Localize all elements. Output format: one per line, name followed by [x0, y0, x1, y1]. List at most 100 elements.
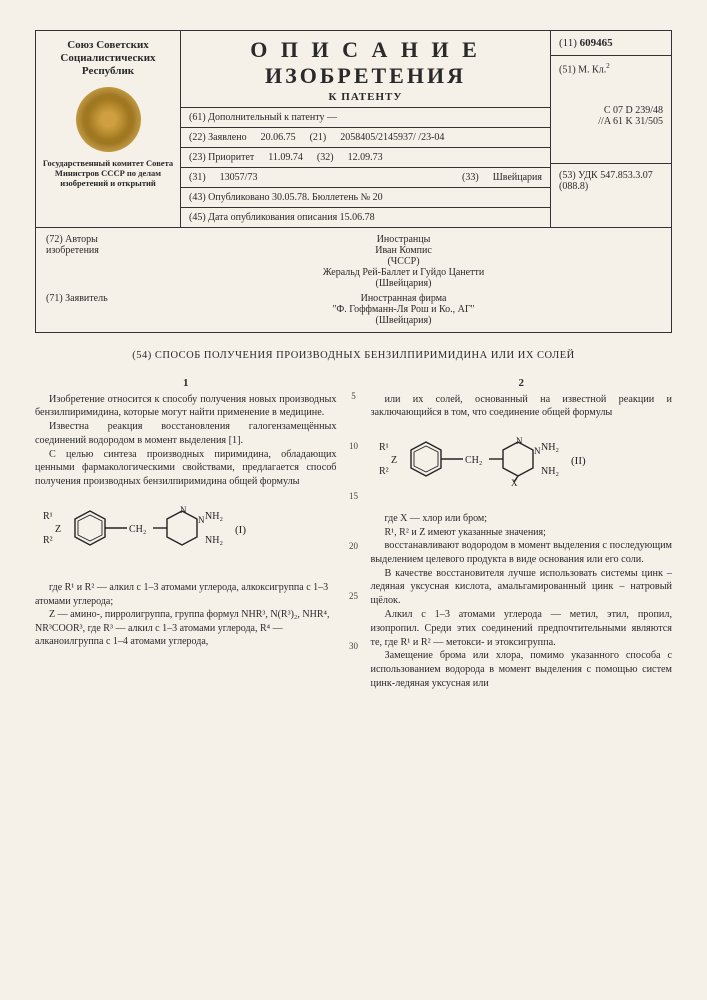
svg-text:CH₂: CH₂: [465, 455, 482, 466]
field-61: (61) Дополнительный к патенту —: [181, 107, 550, 127]
field-22-21: (22) Заявлено 20.06.75 (21) 2058405/2145…: [181, 127, 550, 147]
field-51-label: (51) М. Кл.: [559, 64, 606, 75]
paragraph: Замещение брома или хлора, помимо указан…: [371, 649, 673, 690]
paragraph: или их солей, основанный на известной ре…: [371, 393, 673, 421]
paragraph: Алкил с 1–3 атомами углерода — метил, эт…: [371, 608, 673, 649]
field-23-label: (23) Приоритет: [189, 152, 254, 163]
field-31-value: 13057/73: [220, 172, 258, 183]
author-line: (ЧССР): [146, 256, 661, 267]
issuer-line: Союз Советских: [42, 39, 174, 52]
field-43: (43) Опубликовано 30.05.78. Бюллетень № …: [181, 187, 550, 207]
svg-text:NH₂: NH₂: [205, 511, 223, 522]
line-number-gutter: 5 10 15 20 25 30: [343, 377, 365, 691]
field-21-label: (21): [310, 132, 327, 143]
svg-text:R²: R²: [43, 535, 53, 546]
mast-line: ИЗОБРЕТЕНИЯ: [189, 63, 542, 89]
chemical-formula-1: CH₂ N N R¹ R² Z NH₂ NH₂ (I): [35, 499, 337, 571]
line-marker: 25: [343, 591, 365, 601]
field-51-sup: 2: [606, 62, 610, 70]
paragraph: восстанавливают водородом в момент выдел…: [371, 539, 673, 567]
svg-text:R¹: R¹: [379, 442, 389, 453]
definition-line: где R¹ и R² — алкил с 1–3 атомами углеро…: [35, 581, 337, 608]
right-column: (11) 609465 (51) М. Кл.2 C 07 D 239/48 /…: [551, 31, 671, 227]
center-column: О П И С А Н И Е ИЗОБРЕТЕНИЯ К ПАТЕНТУ (6…: [181, 31, 551, 227]
field-71-label: (71) Заявитель: [46, 293, 146, 326]
svg-text:Z: Z: [391, 455, 397, 466]
field-31-33: (31) 13057/73 (33) Швейцария: [181, 167, 550, 187]
paragraph: Изобретение относится к способу получени…: [35, 393, 337, 421]
patent-page: Союз Советских Социалистических Республи…: [0, 0, 707, 1000]
svg-text:R²: R²: [379, 466, 389, 477]
field-33-value: Швейцария: [493, 172, 542, 183]
column-number: 2: [371, 377, 673, 389]
field-71-value: Иностранная фирма ''Ф. Гоффманн-Ля Рош и…: [146, 293, 661, 326]
line-marker: 20: [343, 541, 365, 551]
field-33-label: (33): [462, 172, 479, 183]
field-23-value: 11.09.74: [268, 152, 303, 163]
issuer-name: Союз Советских Социалистических Республи…: [42, 39, 174, 79]
field-32-label: (32): [317, 152, 334, 163]
svg-text:N: N: [180, 505, 187, 515]
field-51-value: //A 61 K 31/505: [559, 116, 663, 127]
definitions: где X — хлор или бром; R¹, R² и Z имеют …: [371, 512, 673, 539]
field-53-label: (53) УДК: [559, 170, 598, 181]
author-line: Иван Компис: [146, 245, 661, 256]
field-53: (53) УДК 547.853.3.07 (088.8): [551, 163, 671, 198]
svg-text:CH₂: CH₂: [129, 524, 146, 535]
field-22-label: (22) Заявлено: [189, 132, 247, 143]
definition-line: где X — хлор или бром;: [371, 512, 673, 526]
definition-line: Z — амино-, пирролигруппа, группа формул…: [35, 608, 337, 649]
field-45: (45) Дата опубликования описания 15.06.7…: [181, 207, 550, 227]
biblio-header: Союз Советских Социалистических Республи…: [35, 30, 672, 228]
state-emblem-icon: [76, 87, 141, 152]
structure-icon: CH₂ N N R¹ R² Z NH₂ NH₂ (I): [35, 499, 265, 571]
chemical-formula-2: CH₂ N N X R¹ R² Z NH₂ NH₂ (II): [371, 430, 673, 502]
definitions: где R¹ и R² — алкил с 1–3 атомами углеро…: [35, 581, 337, 649]
line-marker: 10: [343, 441, 365, 451]
patent-number: 609465: [580, 37, 613, 49]
definition-line: R¹, R² и Z имеют указанные значения;: [371, 526, 673, 540]
field-72-label: (72) Авторы изобретения: [46, 234, 146, 289]
column-number: 1: [35, 377, 337, 389]
svg-text:N: N: [198, 515, 205, 525]
column-1: 1 Изобретение относится к способу получе…: [35, 377, 337, 691]
issuer-column: Союз Советских Социалистических Республи…: [36, 31, 181, 227]
column-2: 2 или их солей, основанный на известной …: [371, 377, 673, 691]
issuer-line: Республик: [42, 65, 174, 78]
svg-text:NH₂: NH₂: [541, 442, 559, 453]
svg-text:NH₂: NH₂: [205, 535, 223, 546]
field-22-value: 20.06.75: [261, 132, 296, 143]
field-text: (43) Опубликовано 30.05.78. Бюллетень № …: [189, 192, 383, 203]
author-line: Иностранцы: [146, 234, 661, 245]
svg-text:X: X: [511, 478, 518, 488]
field-23-32: (23) Приоритет 11.09.74 (32) 12.09.73: [181, 147, 550, 167]
body-text: Изобретение относится к способу получени…: [35, 393, 337, 489]
line-marker: 15: [343, 491, 365, 501]
applicant-line: Иностранная фирма: [146, 293, 661, 304]
body-text: или их солей, основанный на известной ре…: [371, 393, 673, 421]
parties-box: (72) Авторы изобретения Иностранцы Иван …: [35, 228, 672, 333]
body-text: восстанавливают водородом в момент выдел…: [371, 539, 673, 690]
invention-title: (54) СПОСОБ ПОЛУЧЕНИЯ ПРОИЗВОДНЫХ БЕНЗИЛ…: [35, 349, 672, 363]
paragraph: В качестве восстановителя лучше использо…: [371, 567, 673, 608]
field-72-value: Иностранцы Иван Компис (ЧССР) Жеральд Ре…: [146, 234, 661, 289]
field-11: (11) 609465: [551, 31, 671, 55]
applicant-line: (Швейцария): [146, 315, 661, 326]
field-11-label: (11): [559, 37, 577, 49]
body-columns: 1 Изобретение относится к способу получе…: [35, 377, 672, 691]
line-marker: 5: [343, 391, 365, 401]
paragraph: Известна реакция восстановления галогенз…: [35, 420, 337, 448]
field-21-value: 2058405/2145937/ /23-04: [340, 132, 444, 143]
mast-line: О П И С А Н И Е: [189, 37, 542, 63]
document-masthead: О П И С А Н И Е ИЗОБРЕТЕНИЯ К ПАТЕНТУ: [181, 31, 550, 107]
formula-label: (II): [571, 455, 586, 467]
author-line: (Швейцария): [146, 278, 661, 289]
author-line: Жеральд Рей-Баллет и Гуйдо Цанетти: [146, 267, 661, 278]
field-text: (45) Дата опубликования описания 15.06.7…: [189, 212, 375, 223]
field-51: (51) М. Кл.2 C 07 D 239/48 //A 61 K 31/5…: [551, 55, 671, 163]
issuer-line: Социалистических: [42, 52, 174, 65]
field-text: (61) Дополнительный к патенту —: [189, 112, 337, 123]
svg-text:Z: Z: [55, 524, 61, 535]
line-marker: 30: [343, 641, 365, 651]
svg-text:N: N: [516, 436, 523, 446]
